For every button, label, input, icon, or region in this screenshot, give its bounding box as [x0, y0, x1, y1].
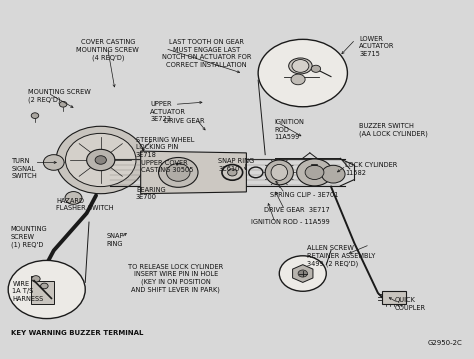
Ellipse shape	[265, 160, 293, 185]
Text: STEERING WHEEL
LOCKING PIN
3E718: STEERING WHEEL LOCKING PIN 3E718	[136, 137, 194, 158]
Text: IGNITION
ROD
11A599: IGNITION ROD 11A599	[274, 119, 304, 140]
Text: SPRING CLIP - 3E701: SPRING CLIP - 3E701	[270, 192, 338, 197]
Text: MOUNTING
SCREW
(1) REQ'D: MOUNTING SCREW (1) REQ'D	[10, 226, 47, 248]
Text: WIRE
1A T/S
HARNESS: WIRE 1A T/S HARNESS	[12, 281, 44, 302]
Circle shape	[87, 149, 115, 171]
Text: LOCK CYLINDER
11582: LOCK CYLINDER 11582	[345, 163, 397, 176]
Circle shape	[297, 159, 332, 186]
Text: DRIVE GEAR: DRIVE GEAR	[164, 118, 205, 125]
Text: BEARING
3E700: BEARING 3E700	[136, 187, 165, 200]
Text: TO RELEASE LOCK CYLINDER
INSERT WIRE PIN IN HOLE
(KEY IN ON POSITION
AND SHIFT L: TO RELEASE LOCK CYLINDER INSERT WIRE PIN…	[128, 264, 224, 293]
Polygon shape	[31, 276, 54, 304]
Circle shape	[228, 169, 237, 176]
Circle shape	[32, 276, 40, 282]
Circle shape	[8, 260, 85, 318]
Text: LOWER
ACUTATOR
3E715: LOWER ACUTATOR 3E715	[359, 36, 395, 57]
Circle shape	[95, 156, 106, 164]
Polygon shape	[292, 265, 313, 283]
Circle shape	[298, 270, 308, 277]
Text: IGNITION ROD - 11A599: IGNITION ROD - 11A599	[251, 219, 330, 225]
Circle shape	[279, 256, 326, 291]
Text: LAST TOOTH ON GEAR
MUST ENGAGE LAST
NOTCH ON ACTUATOR FOR
CORRECT INSTALLATION: LAST TOOTH ON GEAR MUST ENGAGE LAST NOTC…	[162, 39, 251, 68]
Circle shape	[41, 283, 48, 289]
Text: ALLEN SCREW
RETAINER ASSEMBLY
3499 (2 REQ'D): ALLEN SCREW RETAINER ASSEMBLY 3499 (2 RE…	[308, 245, 376, 267]
Text: UPPER COVER
CASTING 30505: UPPER COVER CASTING 30505	[141, 160, 193, 173]
Text: MOUNTING SCREW
(2 REQ'D): MOUNTING SCREW (2 REQ'D)	[28, 89, 91, 103]
Ellipse shape	[289, 58, 312, 74]
Circle shape	[258, 39, 347, 107]
Circle shape	[65, 134, 136, 187]
Circle shape	[291, 74, 305, 85]
Circle shape	[44, 155, 64, 170]
Circle shape	[65, 192, 82, 204]
Polygon shape	[141, 151, 246, 194]
Text: SNAP RING
3C610: SNAP RING 3C610	[218, 158, 255, 172]
Circle shape	[166, 164, 190, 181]
Text: TURN
SIGNAL
SWITCH: TURN SIGNAL SWITCH	[11, 158, 37, 179]
Text: HAZARD
FLASHER SWITCH: HAZARD FLASHER SWITCH	[56, 198, 114, 211]
Circle shape	[158, 158, 198, 187]
Ellipse shape	[271, 164, 288, 180]
Text: G2950-2C: G2950-2C	[428, 340, 463, 346]
Text: KEY WARNING BUZZER TERMINAL: KEY WARNING BUZZER TERMINAL	[11, 330, 144, 336]
Circle shape	[56, 126, 146, 194]
Circle shape	[31, 113, 39, 118]
Text: UPPER
ACTUATOR
3E723: UPPER ACTUATOR 3E723	[150, 102, 186, 122]
Circle shape	[311, 65, 320, 73]
FancyBboxPatch shape	[382, 291, 406, 304]
Text: BUZZER SWITCH
(AA LOCK CYLINDER): BUZZER SWITCH (AA LOCK CYLINDER)	[359, 123, 428, 137]
Text: COVER CASTING
MOUNTING SCREW
(4 REQ'D): COVER CASTING MOUNTING SCREW (4 REQ'D)	[76, 39, 139, 61]
Text: QUICK
COUPLER: QUICK COUPLER	[394, 297, 426, 311]
Text: SNAP
RING: SNAP RING	[106, 233, 124, 247]
Circle shape	[305, 165, 324, 180]
Text: DRIVE GEAR  3E717: DRIVE GEAR 3E717	[264, 207, 330, 213]
Circle shape	[59, 102, 67, 107]
Circle shape	[321, 165, 345, 183]
Circle shape	[292, 60, 309, 73]
